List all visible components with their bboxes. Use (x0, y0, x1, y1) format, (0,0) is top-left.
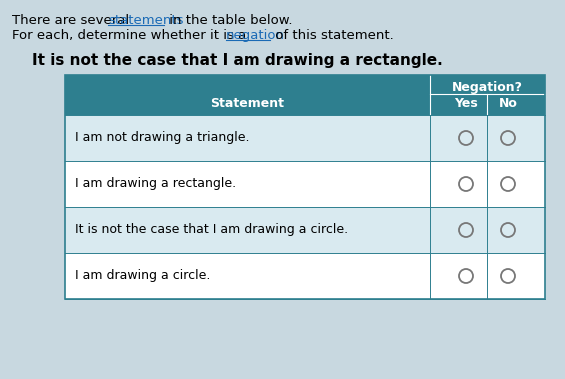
FancyBboxPatch shape (65, 207, 545, 253)
Text: I am drawing a circle.: I am drawing a circle. (75, 269, 210, 282)
Text: Yes: Yes (454, 97, 478, 110)
FancyBboxPatch shape (65, 75, 545, 115)
Text: I am not drawing a triangle.: I am not drawing a triangle. (75, 132, 250, 144)
Text: I am drawing a rectangle.: I am drawing a rectangle. (75, 177, 236, 191)
Text: statements: statements (108, 14, 184, 27)
Text: negation: negation (226, 29, 285, 42)
Text: It is not the case that I am drawing a rectangle.: It is not the case that I am drawing a r… (32, 53, 443, 68)
Text: For each, determine whether it is a: For each, determine whether it is a (12, 29, 250, 42)
FancyBboxPatch shape (65, 253, 545, 299)
Text: There are several: There are several (12, 14, 133, 27)
Text: Negation?: Negation? (451, 81, 523, 94)
FancyBboxPatch shape (65, 161, 545, 207)
Text: in the table below.: in the table below. (165, 14, 293, 27)
Text: No: No (498, 97, 518, 110)
FancyBboxPatch shape (65, 115, 545, 161)
Text: Statement: Statement (211, 97, 285, 110)
Text: of this statement.: of this statement. (271, 29, 394, 42)
Text: It is not the case that I am drawing a circle.: It is not the case that I am drawing a c… (75, 224, 348, 236)
